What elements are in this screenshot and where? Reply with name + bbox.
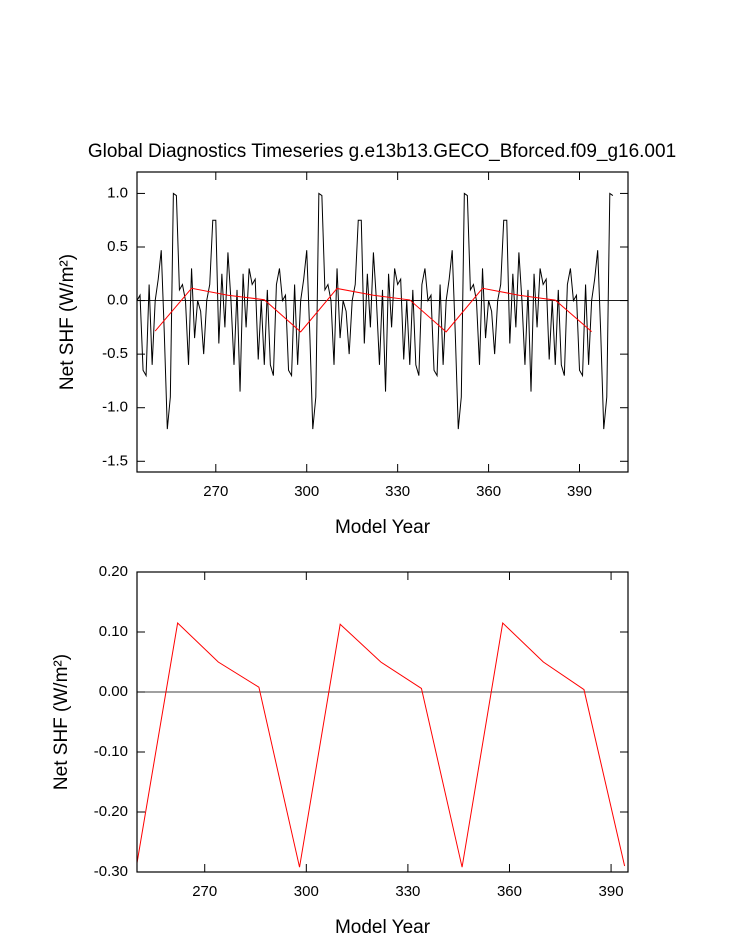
x-tick-label: 330 [385, 483, 410, 500]
y-tick-label: 0.5 [107, 238, 128, 255]
y-tick-label: -1.5 [102, 452, 128, 469]
series-line [137, 192, 614, 430]
y-tick-label: 0.0 [107, 292, 128, 309]
x-tick-label: 390 [599, 883, 624, 900]
x-tick-label: 270 [203, 483, 228, 500]
y-tick-label: -1.0 [102, 399, 128, 416]
x-tick-label: 390 [567, 483, 592, 500]
x-axis-label: Model Year [335, 917, 431, 938]
chart-title: Global Diagnostics Timeseries g.e13b13.G… [88, 141, 676, 162]
x-tick-label: 300 [294, 483, 319, 500]
y-tick-label: 0.20 [99, 563, 128, 580]
series-line [154, 287, 592, 333]
y-tick-label: -0.5 [102, 345, 128, 362]
x-tick-label: 330 [395, 883, 420, 900]
y-tick-label: 0.00 [99, 683, 128, 700]
series-line [137, 621, 626, 868]
plot-frame [136, 171, 629, 473]
y-tick-label: -0.10 [94, 743, 128, 760]
plot-frame [136, 571, 629, 873]
x-tick-label: 360 [476, 483, 501, 500]
y-tick-label: -0.20 [94, 803, 128, 820]
y-tick-label: 0.10 [99, 623, 128, 640]
x-tick-label: 270 [192, 883, 217, 900]
y-axis-label: Net SHF (W/m²) [51, 654, 72, 790]
x-tick-label: 300 [294, 883, 319, 900]
x-axis-label: Model Year [335, 517, 431, 538]
x-tick-label: 360 [497, 883, 522, 900]
y-tick-label: 1.0 [107, 184, 128, 201]
y-axis-label: Net SHF (W/m²) [57, 254, 78, 390]
y-tick-label: -0.30 [94, 863, 128, 880]
